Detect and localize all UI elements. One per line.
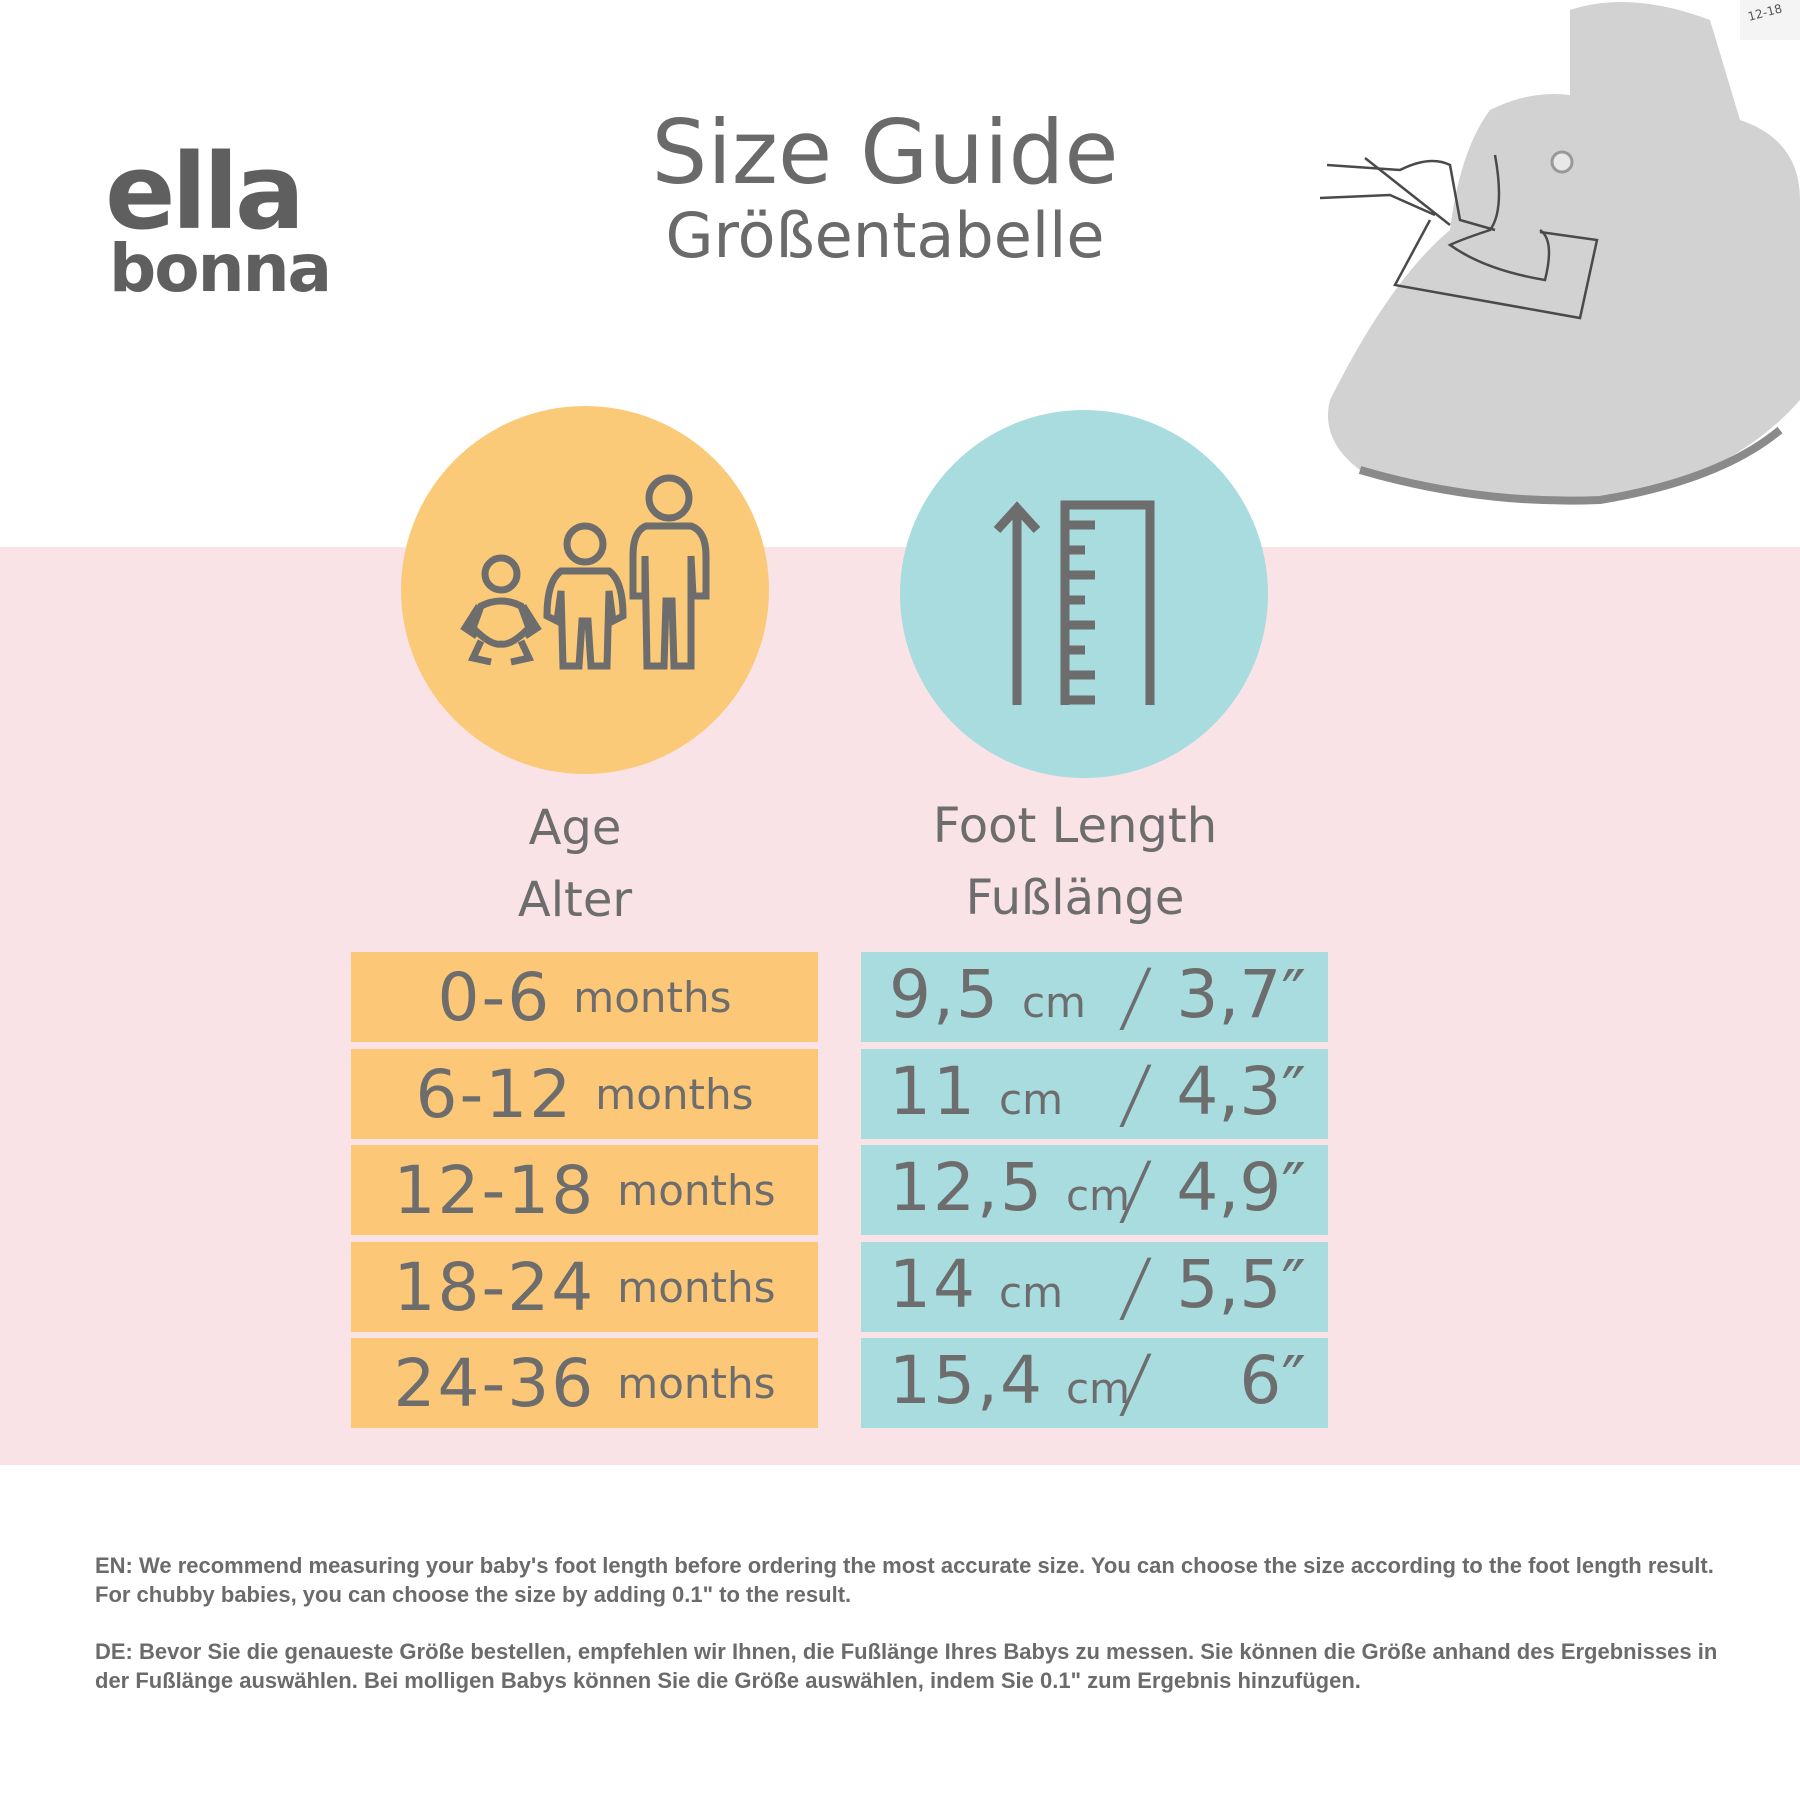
separator: / <box>1116 952 1155 1041</box>
age-row: 0-6 months <box>351 952 818 1042</box>
foot-length-row: 15,4 cm / 6″ <box>861 1338 1328 1428</box>
age-range: 18-24 <box>393 1248 596 1326</box>
length-inch: 4,3″ <box>1176 1053 1306 1130</box>
note-en: EN: We recommend measuring your baby's f… <box>95 1553 1714 1607</box>
ruler-arrow-icon <box>900 410 1268 778</box>
age-row: 6-12 months <box>351 1049 818 1139</box>
length-cm: 9,5 <box>889 956 1000 1033</box>
age-unit: months <box>617 1358 776 1408</box>
cm-unit: cm <box>998 1075 1063 1124</box>
foot-length-header: Foot Length Fußlänge <box>845 790 1305 934</box>
length-inch: 5,5″ <box>1176 1246 1306 1323</box>
length-cm: 11 <box>889 1053 977 1130</box>
age-range: 12-18 <box>393 1151 596 1229</box>
logo-line1: ella <box>105 131 305 253</box>
age-header-de: Alter <box>517 872 633 928</box>
foot-header-de: Fußlänge <box>965 870 1185 926</box>
age-row: 24-36 months <box>351 1338 818 1428</box>
length-inch: 6″ <box>1239 1342 1306 1419</box>
cm-unit: cm <box>1065 1364 1130 1413</box>
age-unit: months <box>573 972 732 1022</box>
age-range: 0-6 <box>437 958 552 1036</box>
foot-length-row: 9,5 cm / 3,7″ <box>861 952 1328 1042</box>
length-inch: 3,7″ <box>1176 956 1306 1033</box>
age-row: 12-18 months <box>351 1145 818 1235</box>
foot-length-row: 14 cm / 5,5″ <box>861 1242 1328 1332</box>
note-de: DE: Bevor Sie die genaueste Größe bestel… <box>95 1639 1718 1693</box>
age-range: 6-12 <box>415 1055 574 1133</box>
title-main: Size Guide <box>651 101 1119 204</box>
family-people-icon <box>401 406 769 774</box>
cm-unit: cm <box>1065 1171 1130 1220</box>
length-cm: 12,5 <box>889 1149 1044 1226</box>
foot-header-en: Foot Length <box>932 798 1218 854</box>
separator: / <box>1116 1242 1155 1331</box>
baby-bootie-measuring-illustration: 12-18 <box>1300 0 1800 520</box>
age-row: 18-24 months <box>351 1242 818 1332</box>
foot-length-row: 12,5 cm / 4,9″ <box>861 1145 1328 1235</box>
brand-logo: ella bonna <box>105 140 365 302</box>
foot-length-row: 11 cm / 4,3″ <box>861 1049 1328 1139</box>
length-cm: 15,4 <box>889 1342 1044 1419</box>
age-unit: months <box>617 1262 776 1312</box>
separator: / <box>1116 1049 1155 1138</box>
logo-line2: bonna <box>109 230 332 307</box>
title-sub: Größentabelle <box>665 198 1105 272</box>
length-cm: 14 <box>889 1246 977 1323</box>
age-header-en: Age <box>528 800 622 856</box>
length-inch: 4,9″ <box>1176 1149 1306 1226</box>
age-header: Age Alter <box>345 792 805 936</box>
age-range: 24-36 <box>393 1344 596 1422</box>
page-title: Size Guide Größentabelle <box>500 101 1270 272</box>
age-unit: months <box>617 1165 776 1215</box>
cm-unit: cm <box>1021 978 1086 1027</box>
age-unit: months <box>595 1069 754 1119</box>
cm-unit: cm <box>998 1268 1063 1317</box>
